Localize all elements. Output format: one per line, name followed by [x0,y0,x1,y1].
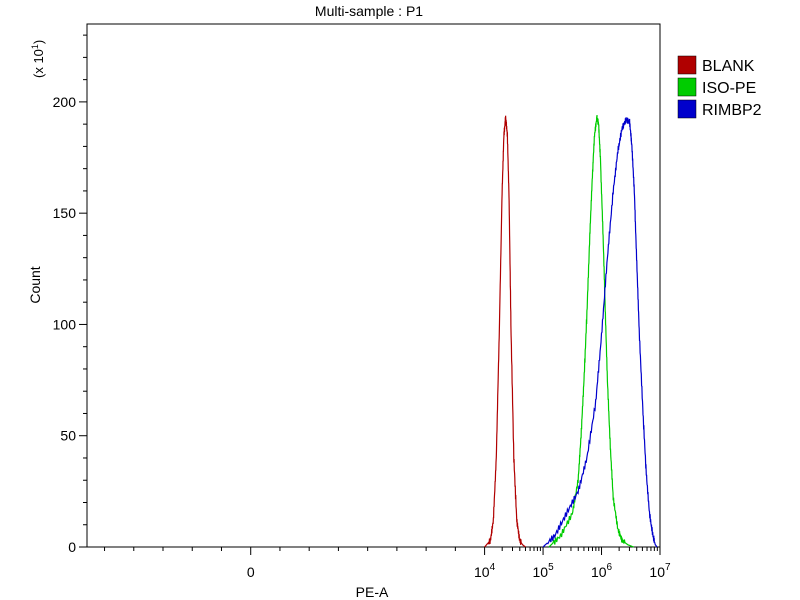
x-tick-label: 106 [591,562,613,580]
y-tick-label: 50 [60,428,76,444]
legend-swatch-rimbp2 [677,99,697,119]
legend-label-rimbp2: RIMBP2 [702,102,762,119]
x-tick-exponent: 6 [607,562,613,573]
series-line-blank [484,115,526,548]
x-axis: 0 104 105 106 107 [104,547,671,580]
y-tick-label: 200 [53,94,77,110]
x-tick-label: 0 [247,564,255,580]
y-tick-label: 100 [53,316,77,332]
x-tick-label: 104 [474,562,496,580]
chart-title: Multi-sample : P1 [315,3,423,19]
plot-frame [86,23,661,548]
x-axis-label: PE-A [356,584,389,600]
y-scale-note-prefix: (x 10 [31,49,46,78]
x-tick-base: 0 [247,564,255,580]
legend-swatch-iso-pe [677,77,697,97]
legend: BLANK ISO-PE RIMBP2 [677,55,762,119]
y-tick-label: 150 [53,205,77,221]
y-axis: 0 50 100 150 200 [53,34,87,555]
legend-swatch-blank [677,55,697,75]
x-tick-label: 107 [649,562,671,580]
x-tick-base: 10 [474,564,490,580]
x-tick-exponent: 4 [490,562,496,573]
x-tick-base: 10 [591,564,607,580]
x-tick-exponent: 7 [665,562,671,573]
x-tick-base: 10 [532,564,548,580]
y-axis-label: Count [27,266,43,303]
x-tick-label: 105 [532,562,554,580]
series-line-iso-pe [548,114,634,548]
y-scale-note: (x 101) [30,40,46,78]
series-line-rimbp2 [542,117,658,548]
legend-label-blank: BLANK [702,58,755,75]
legend-label-iso-pe: ISO-PE [702,80,756,97]
y-tick-label: 0 [68,539,76,555]
x-tick-base: 10 [649,564,665,580]
y-scale-note-suffix: ) [31,40,46,44]
x-tick-exponent: 5 [548,562,554,573]
series-group [484,114,658,548]
y-scale-note-exponent: 1 [30,44,40,49]
